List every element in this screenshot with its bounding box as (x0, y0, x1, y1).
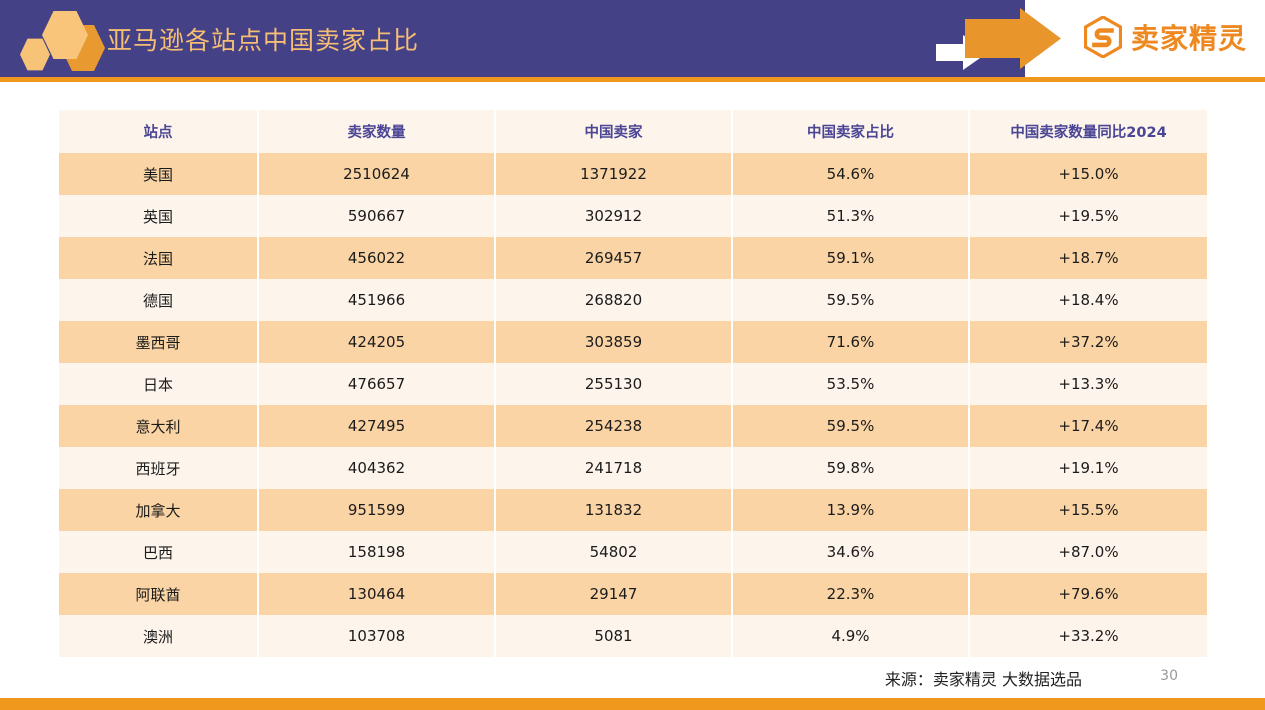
cell-seller-count: 951599 (259, 489, 496, 531)
brand-logo: 卖家精灵 (1083, 15, 1248, 59)
arrow-right-orange-icon (965, 8, 1061, 69)
cell-seller-count: 103708 (259, 615, 496, 657)
sellers-table: 站点 卖家数量 中国卖家 中国卖家占比 中国卖家数量同比2024 美国 25106… (59, 110, 1207, 657)
table-row: 美国 2510624 1371922 54.6% +15.0% (59, 153, 1207, 195)
cell-cn-sellers: 268820 (496, 279, 733, 321)
table-row: 加拿大 951599 131832 13.9% +15.5% (59, 489, 1207, 531)
cell-cn-yoy: +19.5% (970, 195, 1207, 237)
header-underline-bar (0, 77, 1265, 82)
column-header-seller-count: 卖家数量 (259, 110, 496, 153)
cell-cn-sellers: 269457 (496, 237, 733, 279)
sellersprite-hexagon-s-logo-icon (1083, 15, 1123, 59)
column-header-site: 站点 (59, 110, 259, 153)
cell-cn-sellers: 5081 (496, 615, 733, 657)
cell-cn-yoy: +17.4% (970, 405, 1207, 447)
cell-cn-sellers: 255130 (496, 363, 733, 405)
cell-site: 西班牙 (59, 447, 259, 489)
table-row: 澳洲 103708 5081 4.9% +33.2% (59, 615, 1207, 657)
cell-site: 日本 (59, 363, 259, 405)
cell-site: 法国 (59, 237, 259, 279)
cell-cn-yoy: +19.1% (970, 447, 1207, 489)
cell-cn-share: 59.5% (733, 405, 970, 447)
cell-site: 澳洲 (59, 615, 259, 657)
cell-cn-share: 59.5% (733, 279, 970, 321)
column-header-cn-share: 中国卖家占比 (733, 110, 970, 153)
table-header-row: 站点 卖家数量 中国卖家 中国卖家占比 中国卖家数量同比2024 (59, 110, 1207, 153)
cell-cn-share: 54.6% (733, 153, 970, 195)
table-row: 德国 451966 268820 59.5% +18.4% (59, 279, 1207, 321)
cell-cn-share: 51.3% (733, 195, 970, 237)
cell-cn-sellers: 303859 (496, 321, 733, 363)
cell-cn-yoy: +37.2% (970, 321, 1207, 363)
arrow-orange-head (1020, 8, 1061, 69)
table-row: 墨西哥 424205 303859 71.6% +37.2% (59, 321, 1207, 363)
table-head: 站点 卖家数量 中国卖家 中国卖家占比 中国卖家数量同比2024 (59, 110, 1207, 153)
page-header: 亚马逊各站点中国卖家占比 卖家精灵 (0, 0, 1265, 77)
cell-site: 墨西哥 (59, 321, 259, 363)
cell-cn-yoy: +13.3% (970, 363, 1207, 405)
table-row: 法国 456022 269457 59.1% +18.7% (59, 237, 1207, 279)
arrow-orange-shaft (965, 19, 1023, 58)
cell-seller-count: 2510624 (259, 153, 496, 195)
cell-cn-yoy: +18.7% (970, 237, 1207, 279)
header-navy-band (0, 0, 1025, 77)
cell-cn-sellers: 54802 (496, 531, 733, 573)
cell-cn-yoy: +18.4% (970, 279, 1207, 321)
cell-cn-share: 71.6% (733, 321, 970, 363)
cell-cn-share: 22.3% (733, 573, 970, 615)
cell-seller-count: 451966 (259, 279, 496, 321)
cell-cn-yoy: +87.0% (970, 531, 1207, 573)
footer-orange-bar (0, 698, 1265, 710)
cell-seller-count: 158198 (259, 531, 496, 573)
table-body: 美国 2510624 1371922 54.6% +15.0% 英国 590667 30291… (59, 153, 1207, 657)
cell-cn-share: 13.9% (733, 489, 970, 531)
page-title: 亚马逊各站点中国卖家占比 (107, 25, 420, 55)
cell-cn-sellers: 131832 (496, 489, 733, 531)
cell-cn-sellers: 1371922 (496, 153, 733, 195)
cell-cn-sellers: 29147 (496, 573, 733, 615)
column-header-cn-yoy: 中国卖家数量同比2024 (970, 110, 1207, 153)
cell-site: 加拿大 (59, 489, 259, 531)
hexagon-cluster-icon (18, 8, 105, 72)
cell-cn-share: 34.6% (733, 531, 970, 573)
cell-seller-count: 404362 (259, 447, 496, 489)
cell-seller-count: 427495 (259, 405, 496, 447)
cell-seller-count: 476657 (259, 363, 496, 405)
cell-cn-share: 53.5% (733, 363, 970, 405)
page-number: 30 (1160, 668, 1178, 684)
table-row: 意大利 427495 254238 59.5% +17.4% (59, 405, 1207, 447)
cell-cn-sellers: 302912 (496, 195, 733, 237)
cell-cn-yoy: +33.2% (970, 615, 1207, 657)
column-header-cn-sellers: 中国卖家 (496, 110, 733, 153)
cell-seller-count: 424205 (259, 321, 496, 363)
table-row: 巴西 158198 54802 34.6% +87.0% (59, 531, 1207, 573)
cell-seller-count: 130464 (259, 573, 496, 615)
cell-site: 巴西 (59, 531, 259, 573)
cell-site: 英国 (59, 195, 259, 237)
brand-name: 卖家精灵 (1131, 22, 1248, 55)
hexagon-small-icon (20, 38, 50, 71)
arrow-white-shaft (936, 44, 966, 61)
cell-cn-sellers: 241718 (496, 447, 733, 489)
cell-cn-yoy: +79.6% (970, 573, 1207, 615)
sellers-table-container: 站点 卖家数量 中国卖家 中国卖家占比 中国卖家数量同比2024 美国 25106… (59, 110, 1207, 657)
source-note: 来源：卖家精灵 大数据选品 (884, 670, 1082, 689)
cell-site: 意大利 (59, 405, 259, 447)
table-row: 西班牙 404362 241718 59.8% +19.1% (59, 447, 1207, 489)
cell-cn-yoy: +15.0% (970, 153, 1207, 195)
cell-cn-share: 4.9% (733, 615, 970, 657)
cell-cn-share: 59.1% (733, 237, 970, 279)
cell-cn-yoy: +15.5% (970, 489, 1207, 531)
cell-seller-count: 456022 (259, 237, 496, 279)
cell-site: 美国 (59, 153, 259, 195)
cell-cn-share: 59.8% (733, 447, 970, 489)
cell-site: 阿联酋 (59, 573, 259, 615)
cell-cn-sellers: 254238 (496, 405, 733, 447)
table-row: 英国 590667 302912 51.3% +19.5% (59, 195, 1207, 237)
cell-seller-count: 590667 (259, 195, 496, 237)
cell-site: 德国 (59, 279, 259, 321)
table-row: 日本 476657 255130 53.5% +13.3% (59, 363, 1207, 405)
table-row: 阿联酋 130464 29147 22.3% +79.6% (59, 573, 1207, 615)
